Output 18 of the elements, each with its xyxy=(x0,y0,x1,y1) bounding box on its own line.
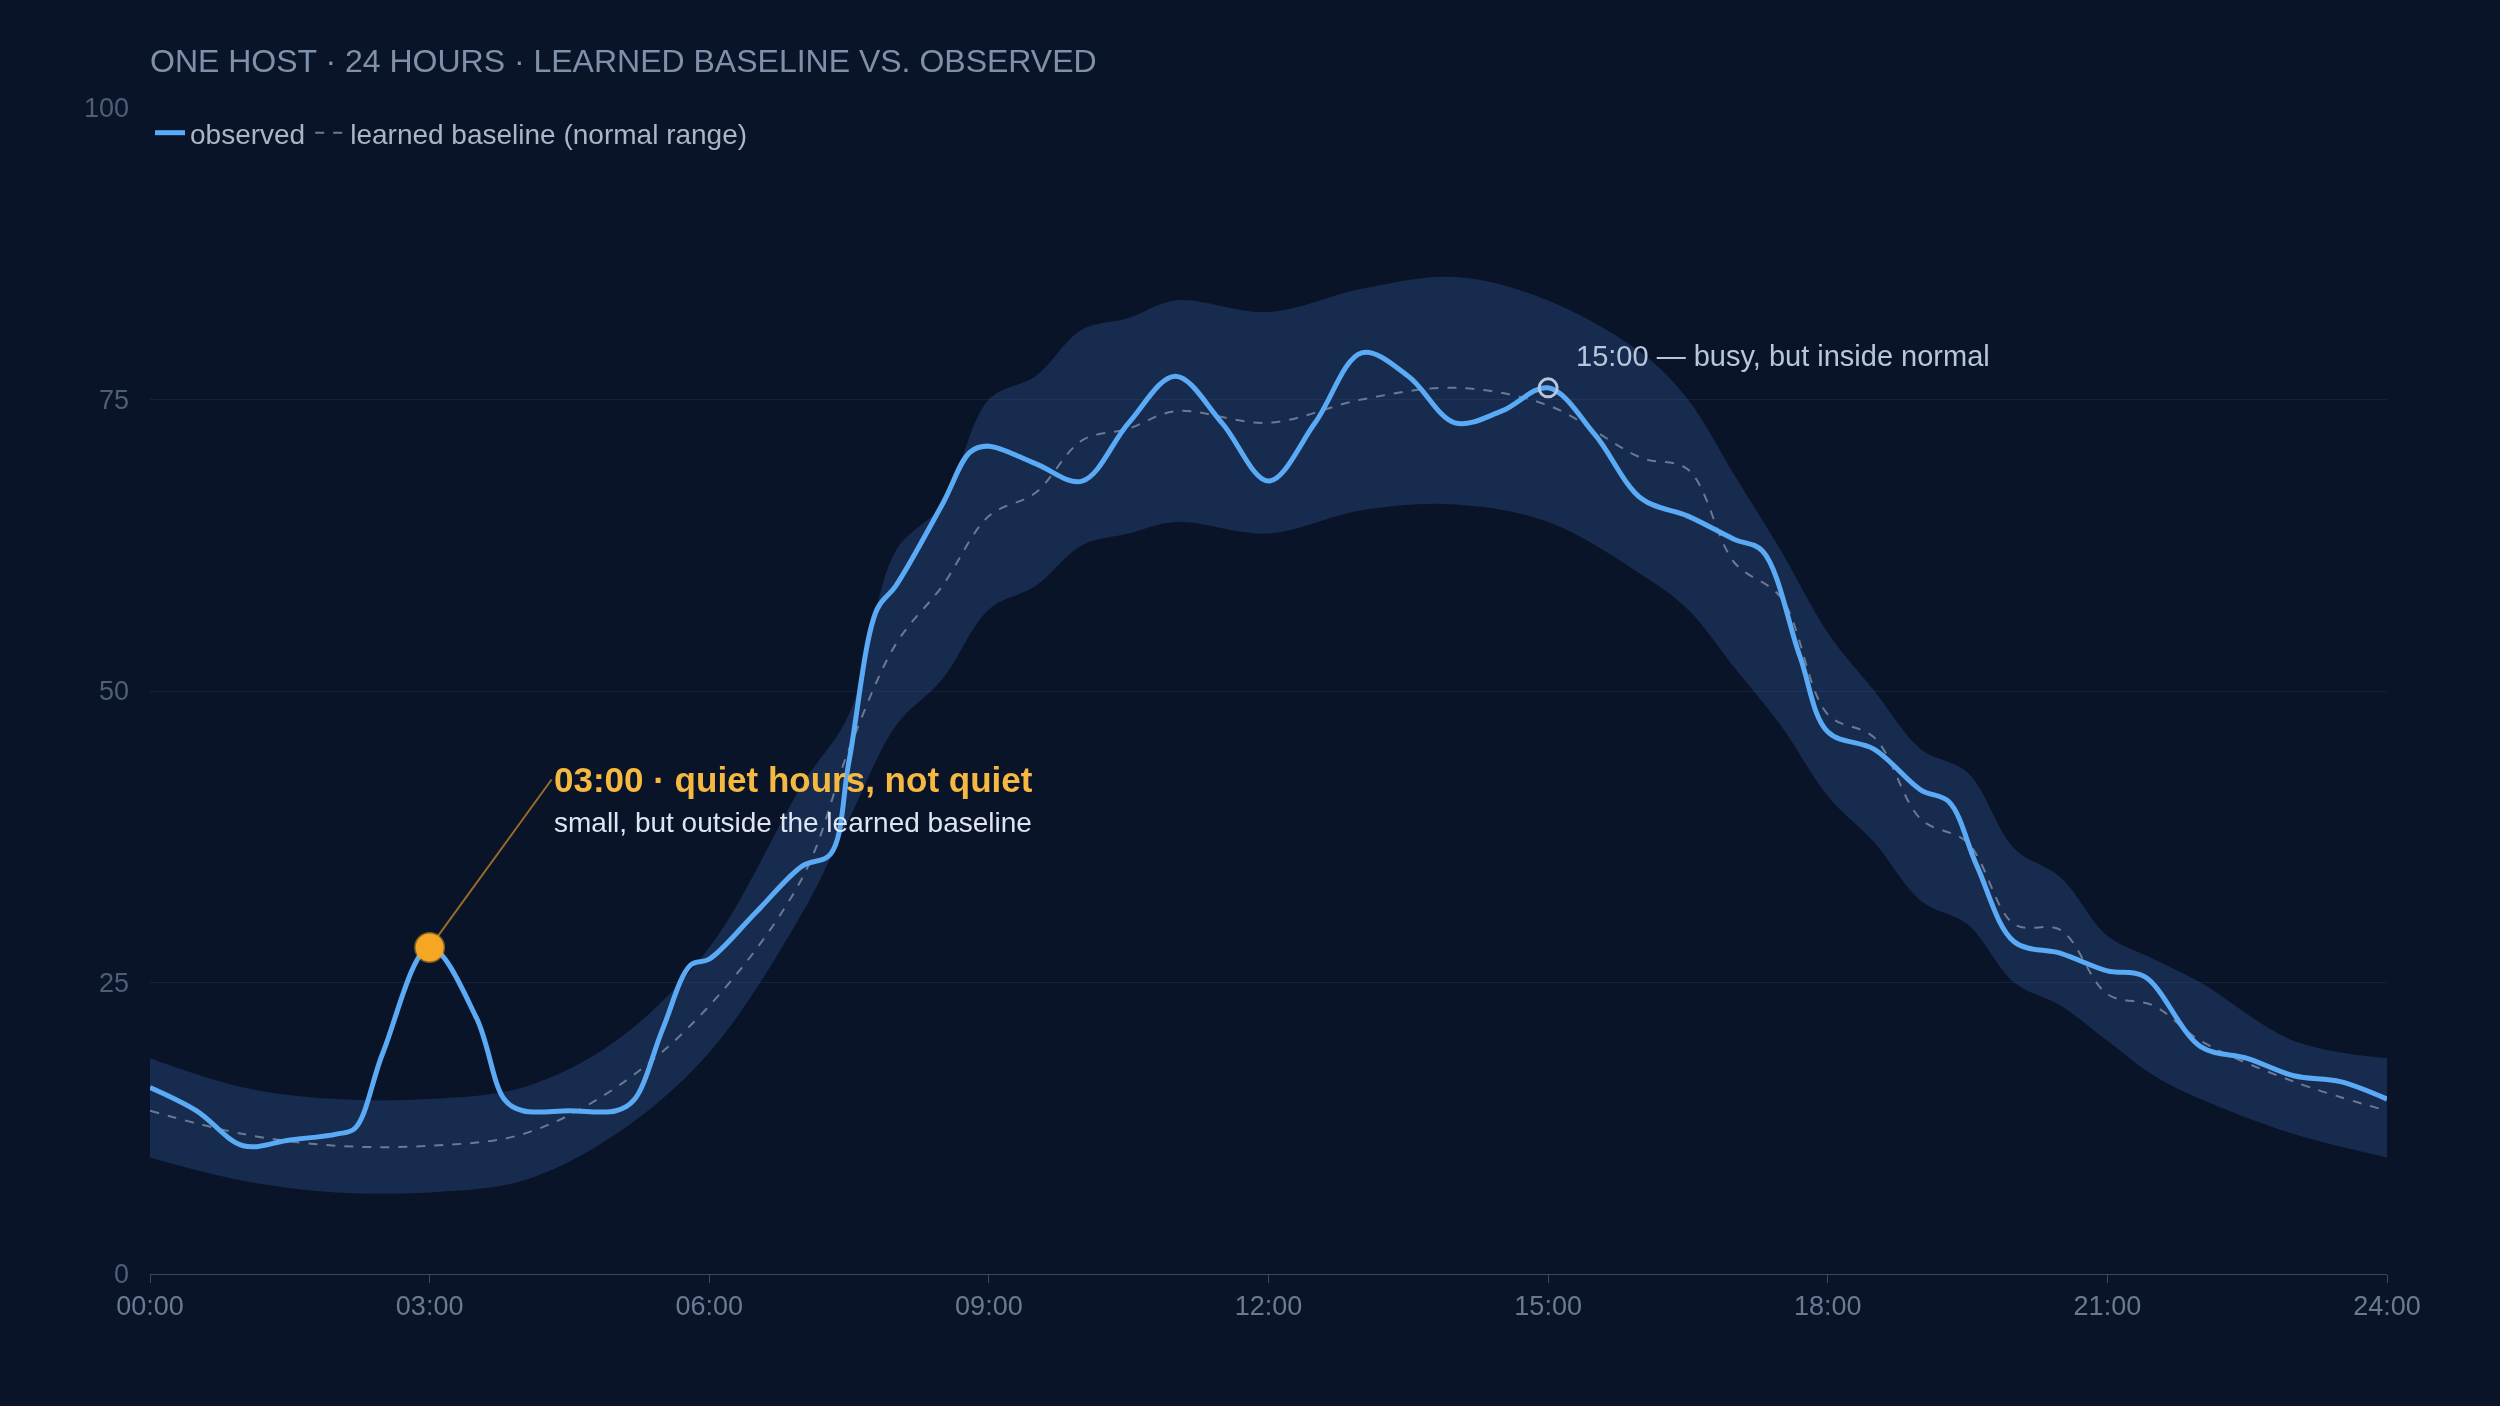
y-tick-label: 100 xyxy=(83,93,129,124)
x-tick-label: 24:00 xyxy=(2353,1291,2421,1322)
x-tick-label: 18:00 xyxy=(1793,1291,1862,1322)
x-tick-label: 09:00 xyxy=(955,1291,1023,1322)
x-tick-label: 06:00 xyxy=(675,1291,744,1322)
x-tick-label: 12:00 xyxy=(1234,1291,1303,1322)
y-tick-label: 0 xyxy=(113,1259,129,1290)
legend-label: learned baseline (normal range) xyxy=(350,118,748,150)
x-tick-label: 21:00 xyxy=(2073,1291,2142,1322)
legend-label: observed xyxy=(190,118,306,150)
x-tick-label: 15:00 xyxy=(1514,1291,1582,1322)
annotation: 15:00 — busy, but inside normal xyxy=(1576,340,1990,372)
y-tick-label: 75 xyxy=(98,384,129,415)
x-tick-label: 03:00 xyxy=(395,1291,464,1322)
y-tick-label: 25 xyxy=(98,967,129,998)
x-tick-label: 00:00 xyxy=(116,1291,184,1322)
chart-title: ONE HOST · 24 HOURS · LEARNED BASELINE VS. OBSERVED xyxy=(150,42,1097,79)
y-tick-label: 50 xyxy=(98,676,129,707)
